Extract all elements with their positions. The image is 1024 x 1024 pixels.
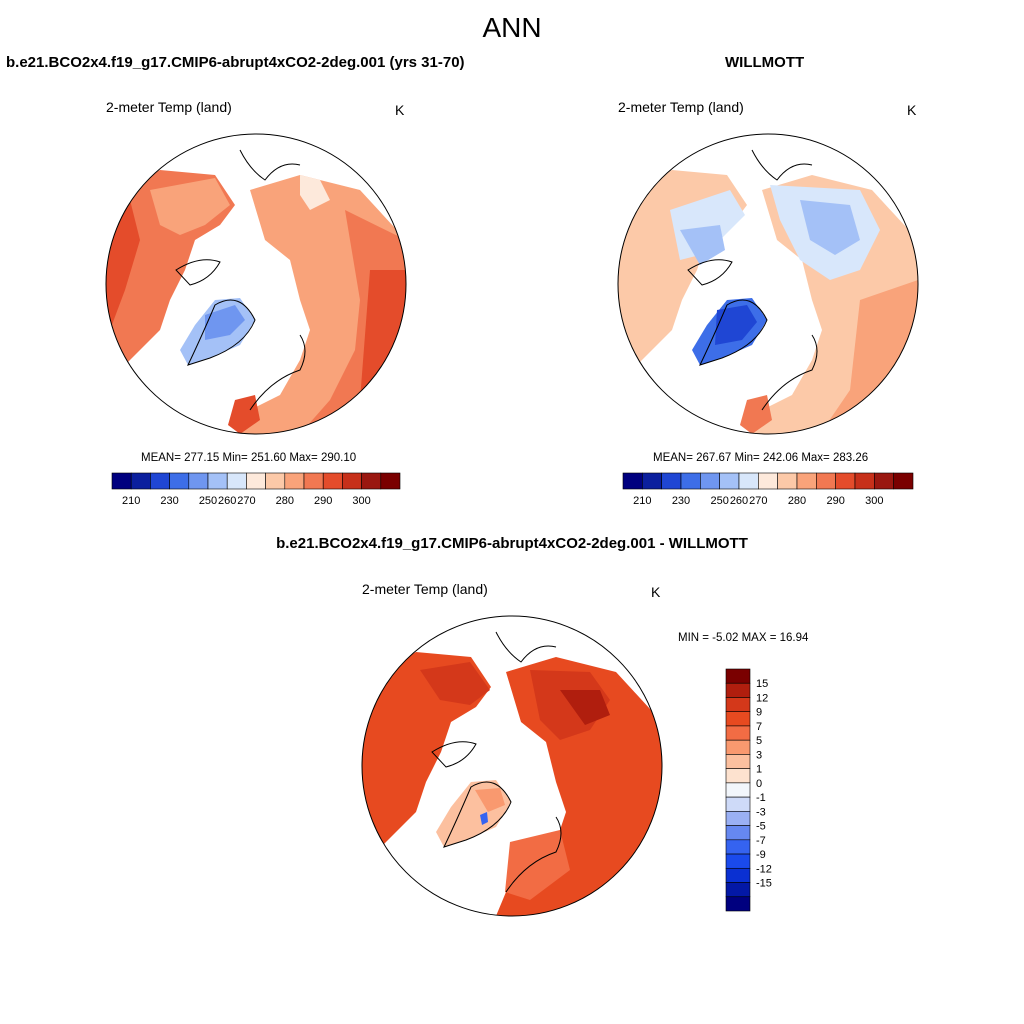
colorbar-swatch	[725, 867, 751, 883]
colorbar-tick-label: 3	[756, 749, 762, 761]
obs-stats: MEAN= 267.67 Min= 242.06 Max= 283.26	[653, 452, 869, 464]
colorbar-swatch	[680, 472, 701, 490]
colorbar-swatch	[725, 668, 751, 684]
model-colorbar: 210 230 250 260 270 280 290 300	[111, 472, 401, 507]
colorbar-tick-label: 210	[122, 495, 140, 507]
diff-units-label: K	[651, 584, 661, 600]
diff-stats: MIN = -5.02 MAX = 16.94	[678, 632, 809, 644]
colorbar-tick-label: 250	[199, 495, 217, 507]
colorbar-swatch	[725, 711, 751, 727]
colorbar-tick-label: 1	[756, 764, 762, 776]
colorbar-tick-label: 0	[756, 778, 762, 790]
colorbar-swatch	[725, 725, 751, 741]
colorbar-swatch	[874, 472, 894, 490]
colorbar-swatch	[725, 839, 751, 855]
page-title: ANN	[482, 12, 542, 43]
colorbar-swatch	[207, 472, 228, 490]
colorbar-swatch	[169, 472, 190, 490]
colorbar-tick-label: 9	[756, 707, 762, 719]
diff-polar-map	[361, 615, 663, 917]
colorbar-tick-label: 290	[314, 495, 332, 507]
colorbar-swatch	[725, 796, 751, 812]
obs-units-label: K	[907, 102, 917, 118]
colorbar-tick-label: -15	[756, 878, 772, 890]
model-panel-heading: b.e21.BCO2x4.f19_g17.CMIP6-abrupt4xCO2-2…	[6, 54, 465, 71]
colorbar-swatch	[303, 472, 324, 490]
colorbar-swatch	[719, 472, 740, 490]
colorbar-swatch	[700, 472, 720, 490]
colorbar-swatch	[322, 472, 343, 490]
colorbar-tick-label: 5	[756, 735, 762, 747]
model-units-label: K	[395, 102, 405, 118]
colorbar-swatch	[725, 825, 751, 841]
diff-panel-heading: b.e21.BCO2x4.f19_g17.CMIP6-abrupt4xCO2-2…	[276, 535, 748, 552]
colorbar-swatch	[111, 472, 132, 490]
colorbar-swatch	[893, 472, 914, 490]
colorbar-tick-label: -12	[756, 863, 772, 875]
colorbar-swatch	[758, 472, 778, 490]
colorbar-tick-label: 12	[756, 692, 768, 704]
colorbar-tick-label: 230	[672, 495, 690, 507]
colorbar-swatch	[622, 472, 643, 490]
colorbar-swatch	[361, 472, 382, 490]
colorbar-tick-label: -5	[756, 821, 766, 833]
colorbar-swatch	[642, 472, 662, 490]
colorbar-tick-label: 7	[756, 721, 762, 733]
colorbar-tick-label: 280	[276, 495, 294, 507]
colorbar-tick-label: -1	[756, 792, 766, 804]
diff-colorbar: 15 12 9 7 5 3 1 0 -1 -3 -5 -7 -9 -12 -15	[725, 668, 772, 912]
colorbar-tick-label: 260	[730, 495, 748, 507]
colorbar-swatch	[725, 697, 751, 713]
colorbar-tick-label: 290	[826, 495, 844, 507]
colorbar-tick-label: 270	[237, 495, 255, 507]
colorbar-swatch	[725, 811, 751, 826]
colorbar-swatch	[342, 472, 362, 490]
colorbar-tick-label: -7	[756, 835, 766, 847]
colorbar-tick-label: 15	[756, 678, 768, 690]
colorbar-swatch	[725, 768, 751, 784]
colorbar-tick-label: 280	[788, 495, 806, 507]
colorbar-swatch	[226, 472, 247, 490]
colorbar-tick-label: 270	[749, 495, 767, 507]
colorbar-tick-label: -9	[756, 849, 766, 861]
colorbar-swatch	[725, 739, 751, 755]
colorbar-swatch	[661, 472, 682, 490]
colorbar-swatch	[725, 853, 751, 869]
colorbar-tick-label: 260	[218, 495, 236, 507]
colorbar-swatch	[725, 682, 751, 698]
colorbar-swatch	[854, 472, 875, 490]
colorbar-tick-label: 210	[633, 495, 651, 507]
colorbar-swatch	[265, 472, 286, 490]
colorbar-tick-label: 300	[352, 495, 370, 507]
colorbar-swatch	[725, 882, 751, 898]
colorbar-swatch	[725, 754, 751, 769]
colorbar-swatch	[246, 472, 266, 490]
colorbar-swatch	[188, 472, 209, 490]
colorbar-swatch	[284, 472, 305, 490]
colorbar-swatch	[738, 472, 759, 490]
colorbar-swatch	[130, 472, 151, 490]
obs-panel-heading: WILLMOTT	[725, 54, 805, 71]
obs-variable-label: 2-meter Temp (land)	[618, 99, 744, 115]
colorbar-swatch	[835, 472, 856, 490]
colorbar-swatch	[380, 472, 401, 490]
model-stats: MEAN= 277.15 Min= 251.60 Max= 290.10	[141, 452, 357, 464]
colorbar-swatch	[796, 472, 817, 490]
diff-variable-label: 2-meter Temp (land)	[362, 581, 488, 597]
colorbar-swatch	[725, 896, 751, 912]
colorbar-tick-label: 250	[710, 495, 728, 507]
model-polar-map	[105, 133, 407, 435]
obs-colorbar: 210 230 250 260 270 280 290 300	[622, 472, 914, 507]
colorbar-swatch	[816, 472, 836, 490]
obs-polar-map	[617, 133, 919, 435]
model-variable-label: 2-meter Temp (land)	[106, 99, 232, 115]
colorbar-swatch	[725, 782, 751, 798]
colorbar-tick-label: -3	[756, 806, 766, 818]
colorbar-tick-label: 300	[865, 495, 883, 507]
colorbar-tick-label: 230	[160, 495, 178, 507]
colorbar-swatch	[150, 472, 170, 490]
colorbar-swatch	[777, 472, 798, 490]
